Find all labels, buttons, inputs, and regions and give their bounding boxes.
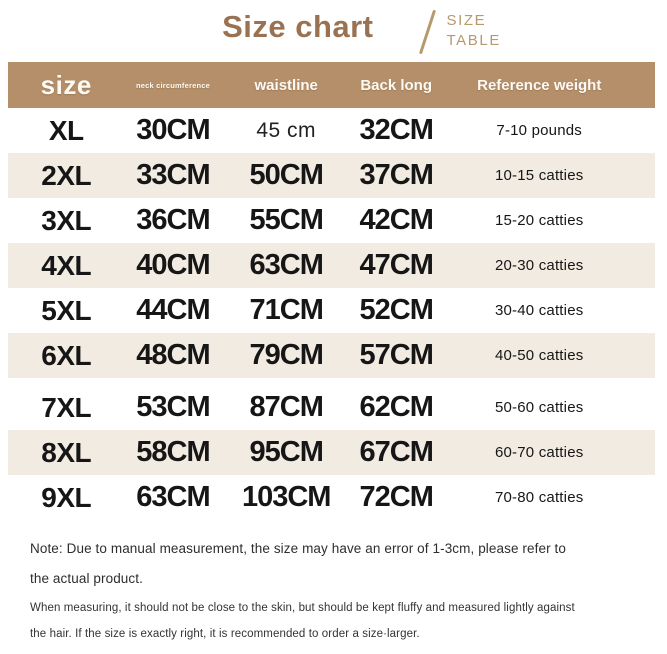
measurement-value: 30CM <box>136 114 210 146</box>
measurement-value: 71CM <box>249 294 324 326</box>
size-label: 9XL <box>41 481 92 513</box>
weight-value: 7-10 pounds <box>496 122 583 139</box>
weight-value: 10-15 catties <box>494 167 584 184</box>
measurement-value: 87CM <box>249 391 324 423</box>
measurement-value: 58CM <box>136 436 210 468</box>
measurement-value: 62CM <box>359 391 434 423</box>
table-row: 5XL 44CM 71CM 52CM 30-40 catties <box>8 288 655 333</box>
weight-value: 30-40 catties <box>494 302 584 319</box>
measurement-value: 42CM <box>359 204 434 236</box>
slash-divider-icon <box>418 9 436 55</box>
measurement-value: 48CM <box>136 339 210 371</box>
measurement-value: 63CM <box>249 249 324 281</box>
subtitle-line1: SIZE <box>446 12 487 29</box>
size-label: 2XL <box>41 159 92 191</box>
weight-value: 50-60 catties <box>494 399 584 416</box>
table-row: 2XL 33CM 50CM 37CM 10-15 catties <box>8 153 655 198</box>
note-measuring-advice: When measuring, it should not be close t… <box>30 602 575 640</box>
size-chart-table: size neck circumference waistline Back l… <box>8 62 655 520</box>
table-header-row: size neck circumference waistline Back l… <box>8 62 655 108</box>
column-header-waistline: waistline <box>254 76 318 94</box>
table-row: 9XL 63CM 103CM 72CM 70-80 catties <box>8 475 655 520</box>
table-row: 6XL 48CM 79CM 57CM 40-50 catties <box>8 333 655 378</box>
measurement-value: 44CM <box>136 294 210 326</box>
weight-value: 20-30 catties <box>494 257 584 274</box>
weight-value: 40-50 catties <box>494 347 584 364</box>
column-header-size: size <box>40 69 92 100</box>
size-label: 7XL <box>41 391 92 423</box>
table-row: 7XL 53CM 87CM 62CM 50-60 catties <box>8 385 655 430</box>
weight-value: 60-70 catties <box>494 444 584 461</box>
column-header-reference-weight: Reference weight <box>477 76 602 94</box>
measurement-value: 33CM <box>136 159 210 191</box>
page-subtitle: SIZE TABLE <box>447 8 501 51</box>
note-measurement-error: Note: Due to manual measurement, the siz… <box>30 541 567 586</box>
table-row: 8XL 58CM 95CM 67CM 60-70 catties <box>8 430 655 475</box>
measurement-value: 72CM <box>359 481 434 513</box>
page-title: Size chart <box>222 9 374 44</box>
size-label: 5XL <box>41 294 92 326</box>
page-header: Size chart SIZE TABLE <box>28 0 667 62</box>
measurement-value: 37CM <box>359 159 434 191</box>
notes-section: Note: Due to manual measurement, the siz… <box>30 534 637 647</box>
subtitle-line2: TABLE <box>446 31 501 49</box>
size-label: 3XL <box>41 204 92 236</box>
size-label: 8XL <box>41 436 92 468</box>
table-row: 4XL 40CM 63CM 47CM 20-30 catties <box>8 243 655 288</box>
measurement-value: 79CM <box>249 339 324 371</box>
column-header-back-long: Back long <box>360 76 433 94</box>
measurement-value: 47CM <box>359 249 434 281</box>
measurement-value: 95CM <box>249 436 324 468</box>
weight-value: 15-20 catties <box>494 212 584 229</box>
measurement-value: 63CM <box>136 481 210 513</box>
measurement-value: 45 cm <box>256 118 317 142</box>
weight-value: 70-80 catties <box>494 489 584 506</box>
measurement-value: 40CM <box>136 249 210 281</box>
measurement-value: 57CM <box>359 339 434 371</box>
measurement-value: 52CM <box>359 294 434 326</box>
measurement-value: 36CM <box>136 204 210 236</box>
table-row: 3XL 36CM 55CM 42CM 15-20 catties <box>8 198 655 243</box>
measurement-value: 67CM <box>359 436 434 468</box>
measurement-value: 32CM <box>359 114 434 146</box>
measurement-value: 103CM <box>241 481 332 513</box>
measurement-value: 53CM <box>136 391 210 423</box>
column-header-neck-circumference: neck circumference <box>135 80 210 90</box>
size-label: XL <box>48 114 84 146</box>
measurement-value: 50CM <box>249 159 324 191</box>
size-label: 4XL <box>41 249 92 281</box>
size-label: 6XL <box>41 339 92 371</box>
measurement-value: 55CM <box>249 204 324 236</box>
table-row: XL 30CM 45 cm 32CM 7-10 pounds <box>8 108 655 153</box>
table-body: XL 30CM 45 cm 32CM 7-10 pounds 2XL 33CM 50CM 37C… <box>8 108 655 520</box>
